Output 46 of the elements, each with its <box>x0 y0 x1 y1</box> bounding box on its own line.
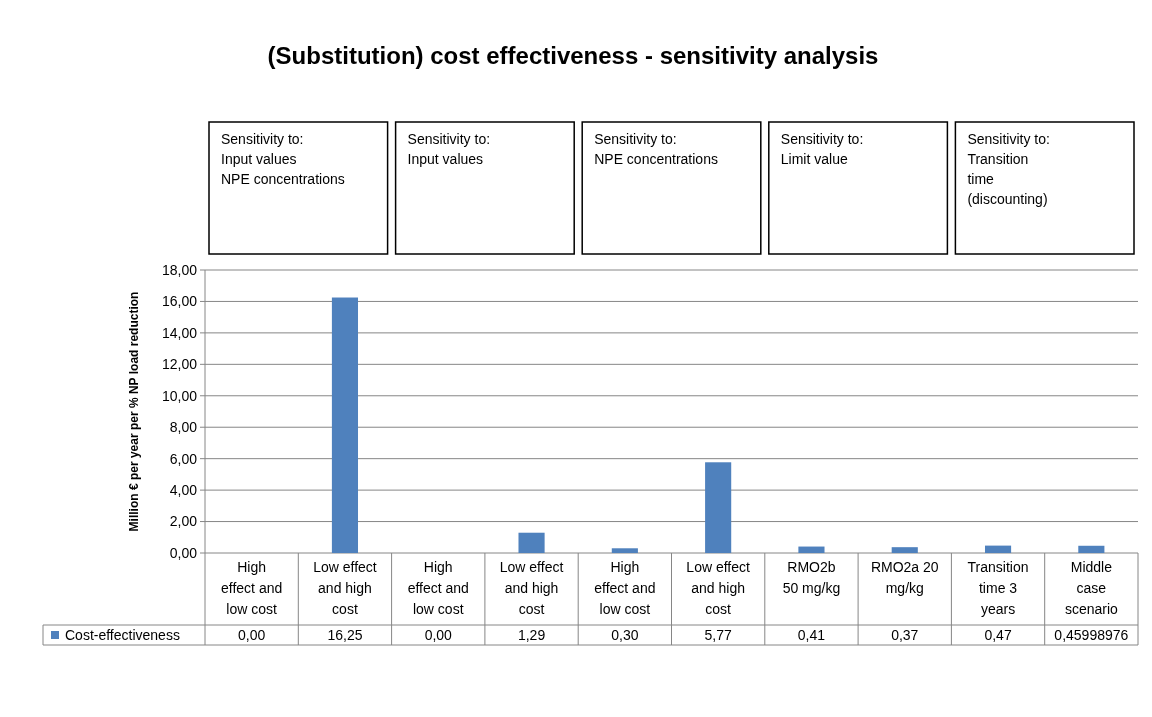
text: Sensitivity to: Transition time (discounting) <box>967 131 1050 207</box>
x-tick-label: Middle case scenario <box>1064 559 1119 617</box>
data-label: 0,30 <box>611 626 639 643</box>
chart-title: (Substitution) cost effectiveness - sensitivity analysis <box>267 42 879 69</box>
data-label: 1,29 <box>517 626 546 643</box>
data-label: 0,37 <box>891 626 919 643</box>
data-label: 0,47 <box>984 626 1012 643</box>
data-label: 0,00 <box>424 626 453 643</box>
x-tick-label: RMO2a 20 mg/kg <box>870 559 939 596</box>
bar <box>1078 545 1105 553</box>
text: Sensitivity to: Limit value <box>780 131 864 167</box>
bar <box>984 545 1012 553</box>
text: Sensitivity to: Input values NPE concentrations <box>221 131 345 187</box>
bar <box>611 548 638 553</box>
x-tick-label: Transition time 3 years <box>967 559 1029 617</box>
legend-label: Cost-effectiveness <box>65 626 180 643</box>
data-label: 16,25 <box>327 626 363 643</box>
bar <box>331 297 359 553</box>
y-tick-label: 14,00 <box>161 324 198 341</box>
data-label: 0,00 <box>238 626 266 643</box>
y-tick-label: 16,00 <box>161 293 198 310</box>
x-tick-label: RMO2b 50 mg/kg <box>782 559 841 596</box>
data-label: 0,45998976 <box>1054 626 1129 643</box>
x-tick-label: Low effect and high cost <box>499 559 564 617</box>
bar <box>705 462 732 553</box>
y-axis-title: Million € per year per % NP load reduction <box>127 291 141 532</box>
text: Sensitivity to: Input values <box>407 131 491 167</box>
y-tick-label: 6,00 <box>169 450 198 467</box>
y-tick-label: 18,00 <box>161 261 198 278</box>
y-tick-label: 10,00 <box>161 387 198 404</box>
x-tick-label: Low effect and high cost <box>313 559 377 617</box>
bar <box>798 546 825 553</box>
y-tick-label: 4,00 <box>169 482 198 499</box>
bar <box>891 547 918 553</box>
data-label: 0,41 <box>797 626 826 643</box>
y-tick-label: 12,00 <box>161 356 198 373</box>
x-tick-label: Low effect and high cost <box>686 559 751 617</box>
y-tick-label: 2,00 <box>169 513 198 530</box>
text: Sensitivity to: NPE concentrations <box>594 131 718 167</box>
x-tick-label: High effect and low cost <box>594 559 656 617</box>
bar <box>518 532 545 553</box>
y-tick-label: 0,00 <box>169 544 198 561</box>
x-tick-label: High effect and low cost <box>221 559 283 617</box>
x-tick-label: High effect and low cost <box>407 559 469 617</box>
y-tick-label: 8,00 <box>169 419 198 436</box>
data-label: 5,77 <box>704 626 732 643</box>
